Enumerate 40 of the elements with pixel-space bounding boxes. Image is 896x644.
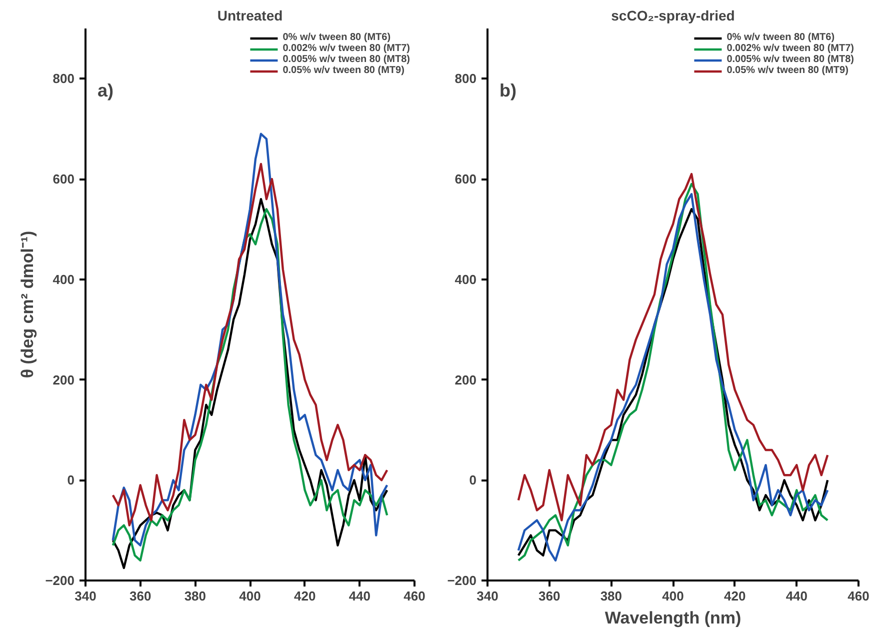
legend-label: 0.002% w/v tween 80 (MT7) <box>726 43 854 54</box>
y-tick-label: −200 <box>447 573 477 588</box>
x-tick-label: 380 <box>600 588 622 604</box>
x-tick-label: 440 <box>348 588 371 604</box>
x-tick-label: 360 <box>129 588 152 604</box>
legend-label: 0.05% w/v tween 80 (MT9) <box>726 65 848 76</box>
y-tick-label: 0 <box>67 472 75 488</box>
y-tick-label: 400 <box>454 272 477 287</box>
y-tick-label: 200 <box>454 372 477 388</box>
x-tick-label: 460 <box>404 588 426 604</box>
x-tick-label: 420 <box>294 588 316 604</box>
legend-label: 0.002% w/v tween 80 (MT7) <box>282 43 410 54</box>
legend-label: 0.005% w/v tween 80 (MT8) <box>726 54 854 65</box>
legend-label: 0% w/v tween 80 (MT6) <box>282 32 391 43</box>
y-tick-label: 400 <box>52 272 75 287</box>
x-tick-label: 400 <box>239 588 261 604</box>
x-tick-label: 440 <box>786 588 808 604</box>
y-tick-label: −200 <box>45 573 75 588</box>
annotation: a) <box>98 80 114 100</box>
x-tick-label: 380 <box>184 588 206 604</box>
x-axis-title: Wavelength (nm) <box>604 608 742 628</box>
y-tick-label: 200 <box>52 372 75 388</box>
x-tick-label: 420 <box>724 588 746 604</box>
y-tick-label: 600 <box>454 172 477 187</box>
legend-label: 0% w/v tween 80 (MT6) <box>726 32 835 43</box>
y-tick-label: 600 <box>52 172 75 187</box>
y-tick-label: 0 <box>469 472 477 488</box>
x-tick-label: 360 <box>538 588 560 604</box>
y-axis-title: θ (deg cm² dmol⁻¹) <box>18 230 38 378</box>
legend-label: 0.005% w/v tween 80 (MT8) <box>282 54 410 65</box>
y-tick-label: 800 <box>454 71 477 86</box>
chart-title: scCO₂-spray-dried <box>611 8 735 24</box>
chart-title: Untreated <box>217 8 283 24</box>
legend-label: 0.05% w/v tween 80 (MT9) <box>282 65 404 76</box>
x-tick-label: 340 <box>74 588 96 604</box>
x-tick-label: 460 <box>848 588 870 604</box>
x-tick-label: 400 <box>662 588 684 604</box>
annotation: b) <box>500 80 516 100</box>
y-tick-label: 800 <box>52 71 75 86</box>
x-tick-label: 340 <box>476 588 498 604</box>
